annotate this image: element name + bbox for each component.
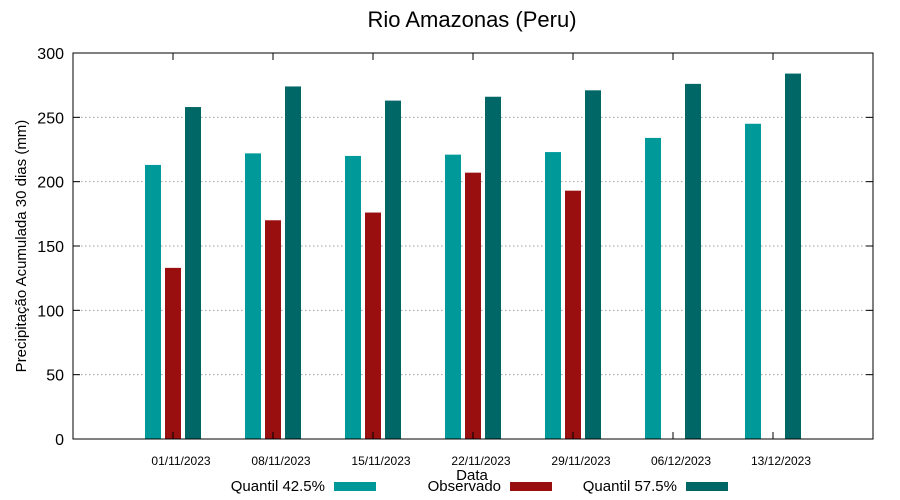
- bar-1-6: [645, 137, 661, 440]
- legend-label-3: Quantil 57.5%: [583, 478, 677, 495]
- bar-2-5: [565, 190, 581, 439]
- bar-1-3: [345, 155, 361, 439]
- bars: [145, 73, 801, 440]
- bar-1-4: [445, 154, 461, 439]
- x-tick-label: 13/12/2023: [751, 454, 811, 468]
- bar-1-5: [545, 152, 561, 439]
- bar-1-7: [745, 123, 761, 440]
- y-tick-label: 250: [37, 110, 64, 127]
- bar-2-4: [465, 172, 481, 439]
- bar-2-2: [265, 220, 281, 439]
- legend-swatch-3: [686, 482, 728, 491]
- bar-3-7: [785, 73, 801, 439]
- legend-swatch-1: [334, 482, 376, 491]
- y-tick-label: 150: [37, 239, 64, 256]
- legend-label-2: Observado: [428, 478, 501, 495]
- x-axis-label: Data: [456, 467, 488, 484]
- y-tick-label: 50: [46, 368, 64, 385]
- y-tick-label: 300: [37, 46, 64, 63]
- chart-title: Rio Amazonas (Peru): [367, 7, 576, 32]
- legend-label-1: Quantil 42.5%: [231, 478, 325, 495]
- bar-3-2: [285, 86, 301, 439]
- bar-3-5: [585, 90, 601, 440]
- y-tick-label: 0: [55, 432, 64, 449]
- x-tick-label: 15/11/2023: [351, 454, 410, 468]
- x-axis-ticks: 01/11/2023 08/11/2023 15/11/2023 22/11/2023…: [151, 53, 811, 468]
- y-axis-label: Precipitação Acumulada 30 dias (mm): [13, 120, 30, 373]
- x-tick-label: 29/11/2023: [551, 454, 610, 468]
- bar-1-1: [145, 164, 161, 439]
- x-tick-label: 06/12/2023: [651, 454, 711, 468]
- x-tick-label: 01/11/2023: [151, 454, 210, 468]
- bar-2-1: [165, 267, 181, 439]
- y-tick-label: 200: [37, 175, 64, 192]
- y-tick-label: 100: [37, 303, 64, 320]
- bar-3-4: [485, 96, 501, 439]
- legend: Quantil 42.5% Observado Quantil 57.5%: [231, 478, 728, 495]
- bar-3-1: [185, 107, 201, 439]
- bar-3-3: [385, 100, 401, 440]
- bar-2-3: [365, 212, 381, 439]
- legend-swatch-2: [510, 482, 552, 491]
- x-tick-label: 08/11/2023: [251, 454, 310, 468]
- bar-1-2: [245, 153, 261, 440]
- x-tick-label: 22/11/2023: [451, 454, 510, 468]
- bar-3-6: [685, 83, 701, 439]
- y-axis-ticks: 0 50 100 150 200 250 300: [37, 46, 873, 449]
